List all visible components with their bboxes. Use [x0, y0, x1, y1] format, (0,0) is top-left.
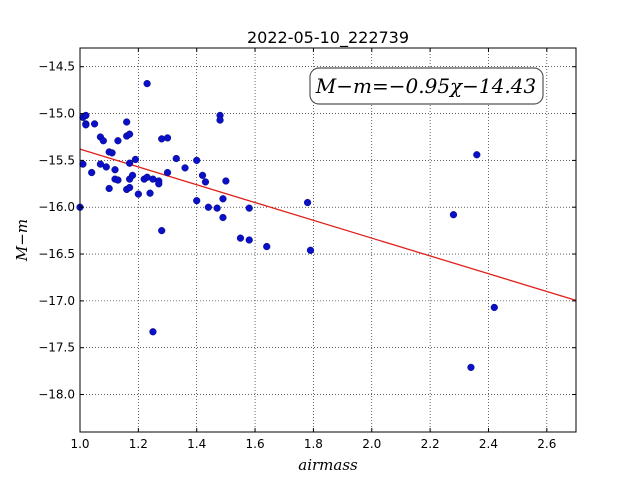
y-tick-label: −14.5	[38, 60, 75, 74]
x-tick-label: 1.6	[246, 437, 265, 451]
data-point	[163, 134, 172, 142]
data-point	[213, 204, 221, 212]
annotation-box	[309, 67, 544, 105]
data-point	[105, 184, 113, 193]
y-tick-label: −16.5	[38, 247, 75, 261]
data-point	[128, 171, 137, 179]
chart-title: 2022-05-10_222739	[247, 28, 409, 48]
data-point	[158, 227, 166, 235]
data-point	[263, 242, 271, 251]
data-point	[473, 151, 481, 159]
data-point	[181, 164, 189, 172]
data-point	[306, 246, 315, 254]
data-point	[216, 116, 224, 124]
data-point	[114, 176, 122, 184]
tick-labels: 1.0 1.2 1.4 1.6 1.8 2.0 2.2 2.4 2.6 −14.5 −15.0 −15…	[38, 60, 556, 451]
data-point	[219, 213, 227, 222]
x-tick-label: 2.4	[479, 437, 498, 451]
data-point	[219, 195, 227, 203]
x-axis-label: airmass	[298, 456, 358, 474]
data-point	[126, 183, 134, 192]
data-point	[126, 130, 134, 138]
data-point	[123, 118, 131, 126]
x-tick-label: 2.0	[362, 437, 381, 451]
data-point	[245, 236, 253, 244]
data-point	[245, 204, 253, 212]
data-point	[303, 198, 312, 207]
y-tick-label: −17.0	[38, 294, 75, 308]
data-point	[108, 149, 116, 157]
data-point	[82, 111, 90, 120]
data-point	[198, 171, 207, 179]
data-point	[96, 160, 105, 168]
data-point	[131, 155, 140, 164]
y-tick-label: −15.0	[38, 107, 75, 121]
data-point	[204, 203, 212, 211]
data-point	[90, 120, 99, 128]
x-tick-label: 1.4	[187, 437, 206, 451]
x-tick-label: 1.0	[70, 437, 89, 451]
data-points	[76, 79, 498, 371]
plot-area	[80, 48, 576, 432]
x-tick-label: 2.2	[421, 437, 440, 451]
y-tick-label: −15.5	[38, 153, 75, 167]
plot-frame	[79, 47, 577, 433]
data-point	[163, 168, 172, 177]
y-axis-label: M−m	[13, 219, 31, 262]
data-point	[149, 328, 157, 336]
data-point	[99, 137, 107, 145]
data-point	[201, 178, 210, 186]
data-point	[79, 160, 87, 168]
fit-annotation: M−m=−0.95χ−14.43	[309, 67, 544, 105]
data-point	[449, 211, 458, 219]
data-point	[155, 180, 163, 188]
x-tick-label: 2.6	[537, 437, 556, 451]
data-point	[102, 163, 110, 171]
data-point	[111, 166, 119, 174]
data-point	[490, 303, 498, 312]
data-point	[114, 137, 122, 145]
axis-ticks	[79, 48, 576, 432]
data-point	[193, 197, 201, 205]
data-point	[146, 189, 154, 197]
fit-line-group	[79, 148, 577, 302]
fit-line	[79, 148, 577, 302]
data-point	[88, 168, 96, 177]
y-tick-label: −17.5	[38, 341, 75, 355]
x-tick-label: 1.8	[304, 437, 323, 451]
data-point	[193, 156, 201, 164]
data-point	[143, 79, 151, 88]
data-point	[172, 154, 180, 163]
fit-equation: M−m=−0.95χ−14.43	[315, 74, 536, 98]
data-point	[134, 190, 142, 198]
data-point	[236, 234, 245, 242]
data-point	[222, 177, 230, 185]
data-point	[467, 363, 475, 371]
y-tick-label: −16.0	[38, 200, 75, 214]
y-tick-label: −18.0	[38, 388, 75, 402]
x-tick-label: 1.2	[129, 437, 148, 451]
data-point	[82, 121, 90, 129]
data-point	[126, 159, 134, 167]
